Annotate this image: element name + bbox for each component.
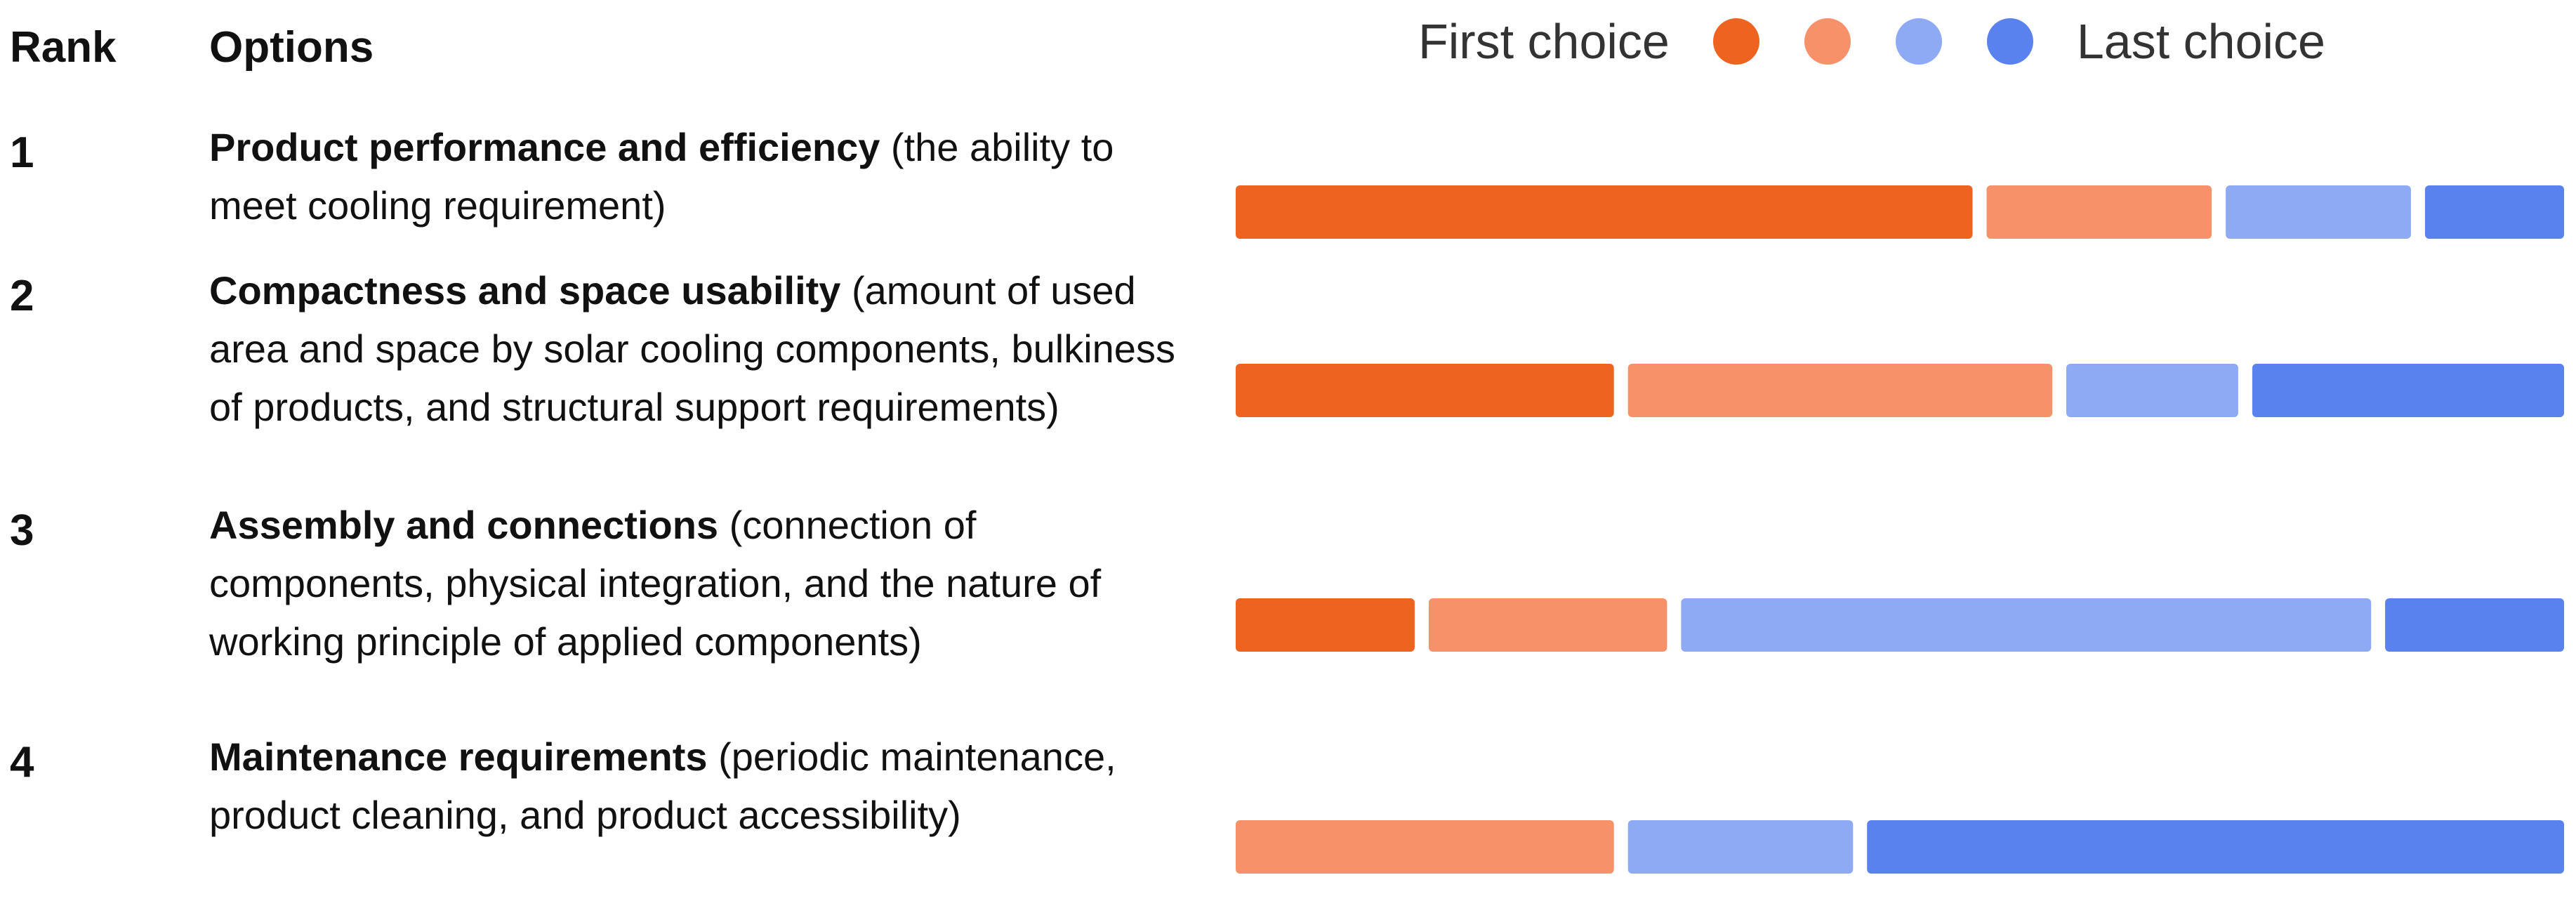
option-name: Assembly and connections [209, 503, 719, 547]
bar-segment-row2-choice4 [2252, 364, 2564, 417]
rank-number: 4 [10, 738, 34, 787]
option-description: (amount of used area and space by solar … [209, 268, 1175, 429]
legend-swatch-2 [1804, 18, 1851, 65]
rank-column-header: Rank [10, 23, 117, 72]
options-column-header: Options [209, 23, 374, 72]
bar-segment-row1-choice1 [1236, 185, 1973, 239]
bar-segment-row1-choice4 [2424, 185, 2564, 239]
option-name: Maintenance requirements [209, 735, 708, 779]
legend-first-choice-label: First choice [1418, 14, 1670, 69]
bar-segment-row4-choice4 [1867, 820, 2564, 874]
bar-segment-row4-choice2 [1236, 820, 1614, 874]
bar-segment-row1-choice2 [1986, 185, 2212, 239]
rank-number: 2 [10, 272, 34, 320]
bar-segment-row3-choice2 [1428, 598, 1667, 652]
option-description: (periodic maintenance, product cleaning,… [209, 735, 1116, 837]
legend-swatch-3 [1895, 18, 1942, 65]
option-text: Assembly and connections (connection of … [209, 496, 1178, 671]
bar-segment-row1-choice3 [2226, 185, 2411, 239]
bar-segment-row2-choice3 [2066, 364, 2238, 417]
option-description: (the ability to meet cooling requirement… [209, 125, 1114, 228]
option-description: (connection of components, physical inte… [209, 503, 1102, 664]
bar-segment-row4-choice3 [1627, 820, 1854, 874]
option-name: Product performance and efficiency [209, 125, 880, 169]
chart-legend: First choice Last choice [1418, 10, 2325, 73]
rank-number: 3 [10, 506, 34, 555]
bar-segment-row2-choice2 [1627, 364, 2053, 417]
bar-segment-row2-choice1 [1236, 364, 1614, 417]
legend-last-choice-label: Last choice [2076, 14, 2325, 69]
bar-segment-row3-choice1 [1236, 598, 1415, 652]
option-text: Maintenance requirements (periodic maint… [209, 728, 1178, 844]
option-text: Compactness and space usability (amount … [209, 261, 1178, 436]
option-name: Compactness and space usability [209, 268, 841, 312]
bar-segment-row3-choice4 [2385, 598, 2564, 652]
option-text: Product performance and efficiency (the … [209, 118, 1178, 235]
rank-number: 1 [10, 129, 34, 177]
legend-swatch-4 [1986, 18, 2033, 65]
legend-swatch-1 [1712, 18, 1759, 65]
bar-segment-row3-choice3 [1681, 598, 2372, 652]
